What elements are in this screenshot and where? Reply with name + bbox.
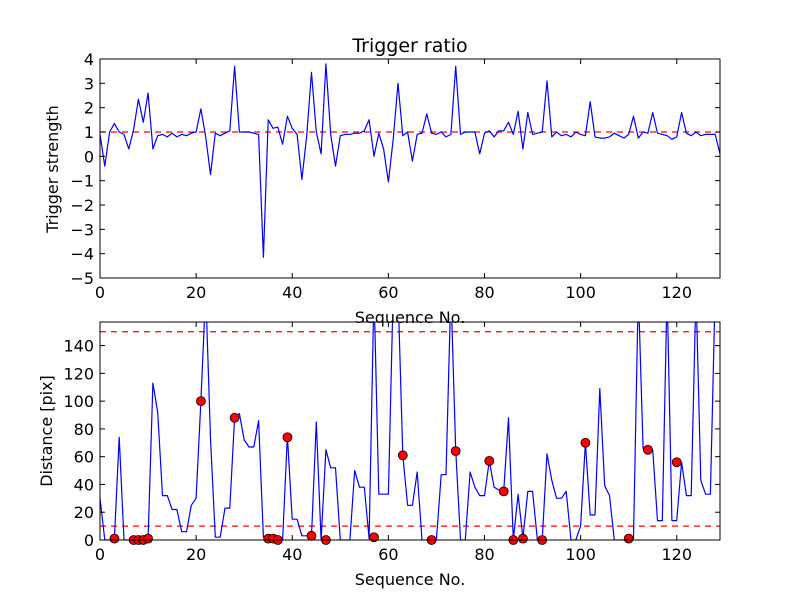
trigger-y-tick-label: −2 [70, 196, 94, 215]
trigger-x-tick-label: 100 [565, 283, 596, 302]
distance-marker-point [671, 457, 682, 468]
distance-y-tick-label: 80 [74, 420, 94, 439]
distance-marker-point [397, 450, 408, 461]
trigger-x-tick-label: 40 [282, 283, 302, 302]
distance-y-tick-label: 100 [63, 392, 94, 411]
trigger-y-tick-label: 0 [84, 147, 94, 166]
distance-marker-point [109, 533, 120, 544]
distance-marker-point [306, 530, 317, 541]
distance-x-tick-label: 120 [661, 545, 692, 564]
trigger-y-tick-label: 3 [84, 74, 94, 93]
distance-axes-frame [99, 321, 721, 541]
distance-x-tick-label: 40 [282, 545, 302, 564]
distance-marker-point [229, 412, 240, 423]
distance-plot-area: 0 20 40 60 80 100 120 0 20 40 60 80 100 120 140 [63, 321, 721, 564]
distance-panel: 0 20 40 60 80 100 120 0 20 40 60 80 100 120 140 Sequen… [37, 321, 721, 589]
trigger-y-tick-label: 1 [84, 123, 94, 142]
distance-x-tick-label: 60 [378, 545, 398, 564]
distance-series-line [100, 322, 716, 540]
trigger-x-tick-label: 120 [661, 283, 692, 302]
distance-y-tick-label: 40 [74, 475, 94, 494]
trigger-y-tick-label: 4 [84, 50, 94, 69]
y-axis-label-bottom: Distance [pix] [37, 375, 56, 487]
distance-x-tick-label: 80 [474, 545, 494, 564]
trigger-y-tick-label: −1 [70, 172, 94, 191]
distance-marker-point [623, 533, 634, 544]
distance-marker-point [196, 396, 206, 407]
trigger-plot-area: 0 20 40 60 80 100 120 −5 −4 −3 −2 −1 0 1 2 3 4 [70, 50, 721, 302]
distance-marker-point [580, 437, 591, 448]
trigger-y-tick-label: 2 [84, 99, 94, 118]
distance-y-tick-label: 120 [63, 364, 94, 383]
trigger-ratio-panel: Trigger ratio 0 20 40 60 80 100 120−5−4−3−2−10… [43, 35, 721, 327]
distance-x-tick-label: 0 [95, 545, 105, 564]
x-axis-label-bottom: Sequence No. [355, 570, 466, 589]
distance-marker-point [498, 486, 509, 497]
chart-title: Trigger ratio [351, 35, 467, 57]
trigger-x-tick-label: 60 [378, 283, 398, 302]
distance-x-tick-label: 20 [186, 545, 206, 564]
trigger-x-tick-label: 80 [474, 283, 494, 302]
distance-marker-point [518, 533, 528, 544]
trigger-x-tick-label: 0 [95, 283, 105, 302]
distance-marker-point [450, 446, 461, 457]
y-axis-label-top: Trigger strength [43, 105, 62, 234]
distance-marker-point [643, 444, 653, 455]
distance-marker-point [484, 455, 495, 466]
distance-marker-point [369, 532, 379, 543]
distance-y-tick-label: 140 [63, 337, 94, 356]
distance-x-tick-label: 100 [565, 545, 596, 564]
trigger-axes-frame [99, 58, 721, 279]
trigger-y-tick-label: −5 [70, 269, 94, 288]
distance-marker-point [143, 533, 153, 544]
distance-y-tick-label: 20 [74, 503, 94, 522]
distance-y-tick-label: 0 [84, 531, 94, 550]
distance-y-tick-label: 60 [74, 448, 94, 467]
trigger-y-tick-label: −3 [70, 220, 94, 239]
trigger-x-tick-label: 20 [186, 283, 206, 302]
distance-marker-point [282, 432, 293, 443]
trigger-series-line [100, 63, 720, 258]
x-axis-label-top: Sequence No. [355, 308, 466, 327]
trigger-y-tick-label: −4 [70, 245, 94, 264]
